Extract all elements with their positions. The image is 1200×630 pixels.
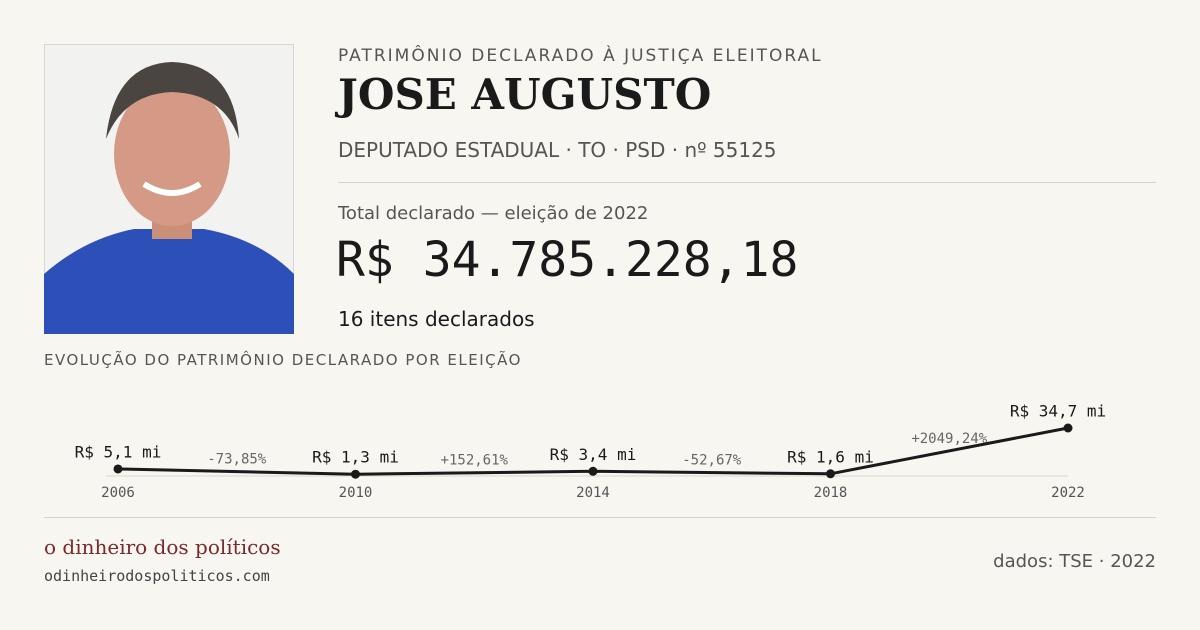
brand: o dinheiro dos políticos bbox=[44, 535, 281, 559]
items-count: 16 itens declarados bbox=[338, 307, 535, 331]
chart-title: EVOLUÇÃO DO PATRIMÔNIO DECLARADO POR ELE… bbox=[44, 351, 522, 369]
divider bbox=[338, 182, 1156, 183]
value-label: R$ 3,4 mi bbox=[550, 445, 637, 464]
x-tick-label: 2006 bbox=[101, 485, 135, 501]
value-label: R$ 1,3 mi bbox=[312, 448, 399, 467]
x-tick-label: 2022 bbox=[1051, 485, 1085, 501]
total-label: Total declarado — eleição de 2022 bbox=[338, 203, 649, 224]
point bbox=[1063, 423, 1073, 433]
source: dados: TSE · 2022 bbox=[993, 551, 1156, 572]
value-label: R$ 34,7 mi bbox=[1010, 402, 1106, 421]
kicker: PATRIMÔNIO DECLARADO À JUSTIÇA ELEITORAL bbox=[338, 46, 823, 66]
change-label: -73,85% bbox=[207, 452, 267, 468]
url: odinheirodospoliticos.com bbox=[44, 567, 270, 585]
candidate-name: JOSE AUGUSTO bbox=[338, 70, 712, 119]
change-label: -52,67% bbox=[682, 453, 742, 469]
x-tick-label: 2014 bbox=[576, 485, 610, 501]
divider bbox=[44, 517, 1156, 518]
change-label: +152,61% bbox=[441, 453, 509, 469]
point bbox=[113, 464, 123, 474]
chart: -73,85% +152,61% -52,67% +2049,24% R$ 5,1 mi… bbox=[75, 402, 1107, 502]
x-tick-label: 2018 bbox=[814, 485, 848, 501]
photo bbox=[44, 44, 294, 334]
point bbox=[351, 469, 360, 479]
point bbox=[826, 469, 835, 479]
role: DEPUTADO ESTADUAL · TO · PSD · nº 55125 bbox=[338, 138, 777, 162]
total-amount: R$ 34.785.228,18 bbox=[336, 232, 799, 288]
point bbox=[588, 466, 598, 476]
change-label: +2049,24% bbox=[911, 431, 987, 447]
value-label: R$ 1,6 mi bbox=[787, 447, 874, 466]
x-tick-label: 2010 bbox=[339, 485, 373, 501]
value-label: R$ 5,1 mi bbox=[75, 442, 162, 461]
